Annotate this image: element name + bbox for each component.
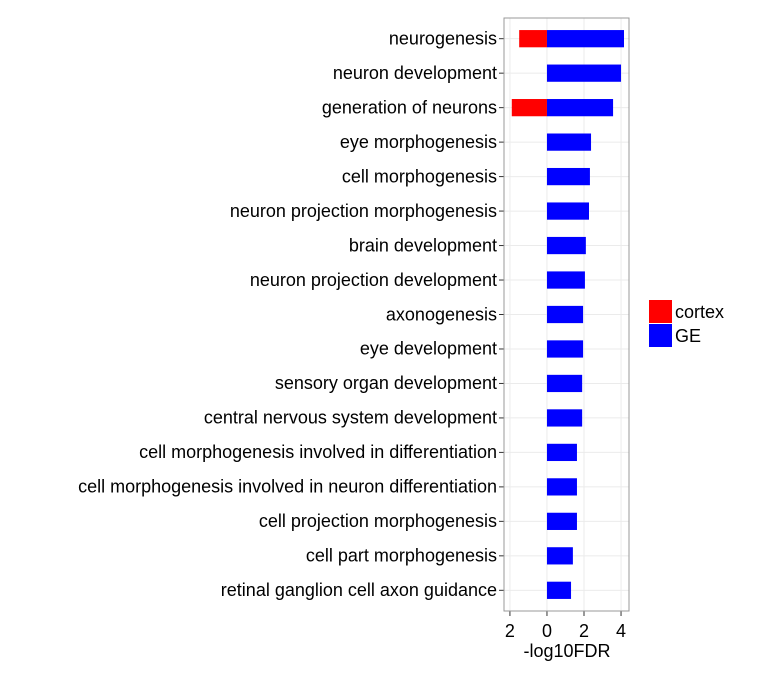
bar xyxy=(546,202,589,220)
bar xyxy=(519,30,547,48)
bar xyxy=(546,167,590,186)
bar xyxy=(546,305,584,324)
x-tick-label: 2 xyxy=(579,621,589,641)
bar xyxy=(546,271,585,289)
y-tick-label: brain development xyxy=(349,235,497,255)
y-tick-label: neuron projection morphogenesis xyxy=(230,201,497,221)
bar xyxy=(546,443,577,462)
bar xyxy=(511,99,547,117)
y-tick-label: eye morphogenesis xyxy=(340,132,497,152)
y-tick-label: generation of neurons xyxy=(322,97,497,117)
y-tick-label: cell morphogenesis involved in neuron di… xyxy=(78,477,497,497)
bar xyxy=(546,512,577,530)
bar xyxy=(546,547,573,565)
x-axis-title: -log10FDR xyxy=(523,641,610,661)
y-tick-label: sensory organ development xyxy=(275,373,497,393)
bar xyxy=(546,133,592,151)
x-tick-label: 4 xyxy=(616,621,626,641)
y-tick-label: axonogenesis xyxy=(386,304,497,324)
bar xyxy=(546,409,583,427)
y-tick-label: cell morphogenesis xyxy=(342,166,497,186)
bar xyxy=(546,99,614,117)
y-tick-label: central nervous system development xyxy=(204,408,497,428)
x-tick-label: 2 xyxy=(505,621,515,641)
bar xyxy=(546,64,622,82)
y-tick-label: retinal ganglion cell axon guidance xyxy=(221,580,497,600)
y-tick-label: cell morphogenesis involved in different… xyxy=(139,442,497,462)
bar xyxy=(546,581,572,599)
panel-border xyxy=(503,17,630,612)
y-tick-label: neurogenesis xyxy=(389,28,497,48)
y-tick-label: neuron projection development xyxy=(250,270,497,290)
legend-swatch xyxy=(649,324,672,347)
y-tick-label: cell projection morphogenesis xyxy=(259,511,497,531)
legend-swatch xyxy=(649,300,672,323)
legend-label: GE xyxy=(675,326,701,346)
bar xyxy=(546,478,577,496)
bar xyxy=(546,374,583,393)
bar xyxy=(546,236,586,255)
y-tick-label: eye development xyxy=(360,339,497,359)
bar xyxy=(546,340,584,358)
y-tick-label: cell part morphogenesis xyxy=(306,546,497,566)
x-tick-label: 0 xyxy=(542,621,552,641)
bar xyxy=(546,30,624,48)
legend-label: cortex xyxy=(675,302,724,322)
y-tick-label: neuron development xyxy=(333,63,497,83)
